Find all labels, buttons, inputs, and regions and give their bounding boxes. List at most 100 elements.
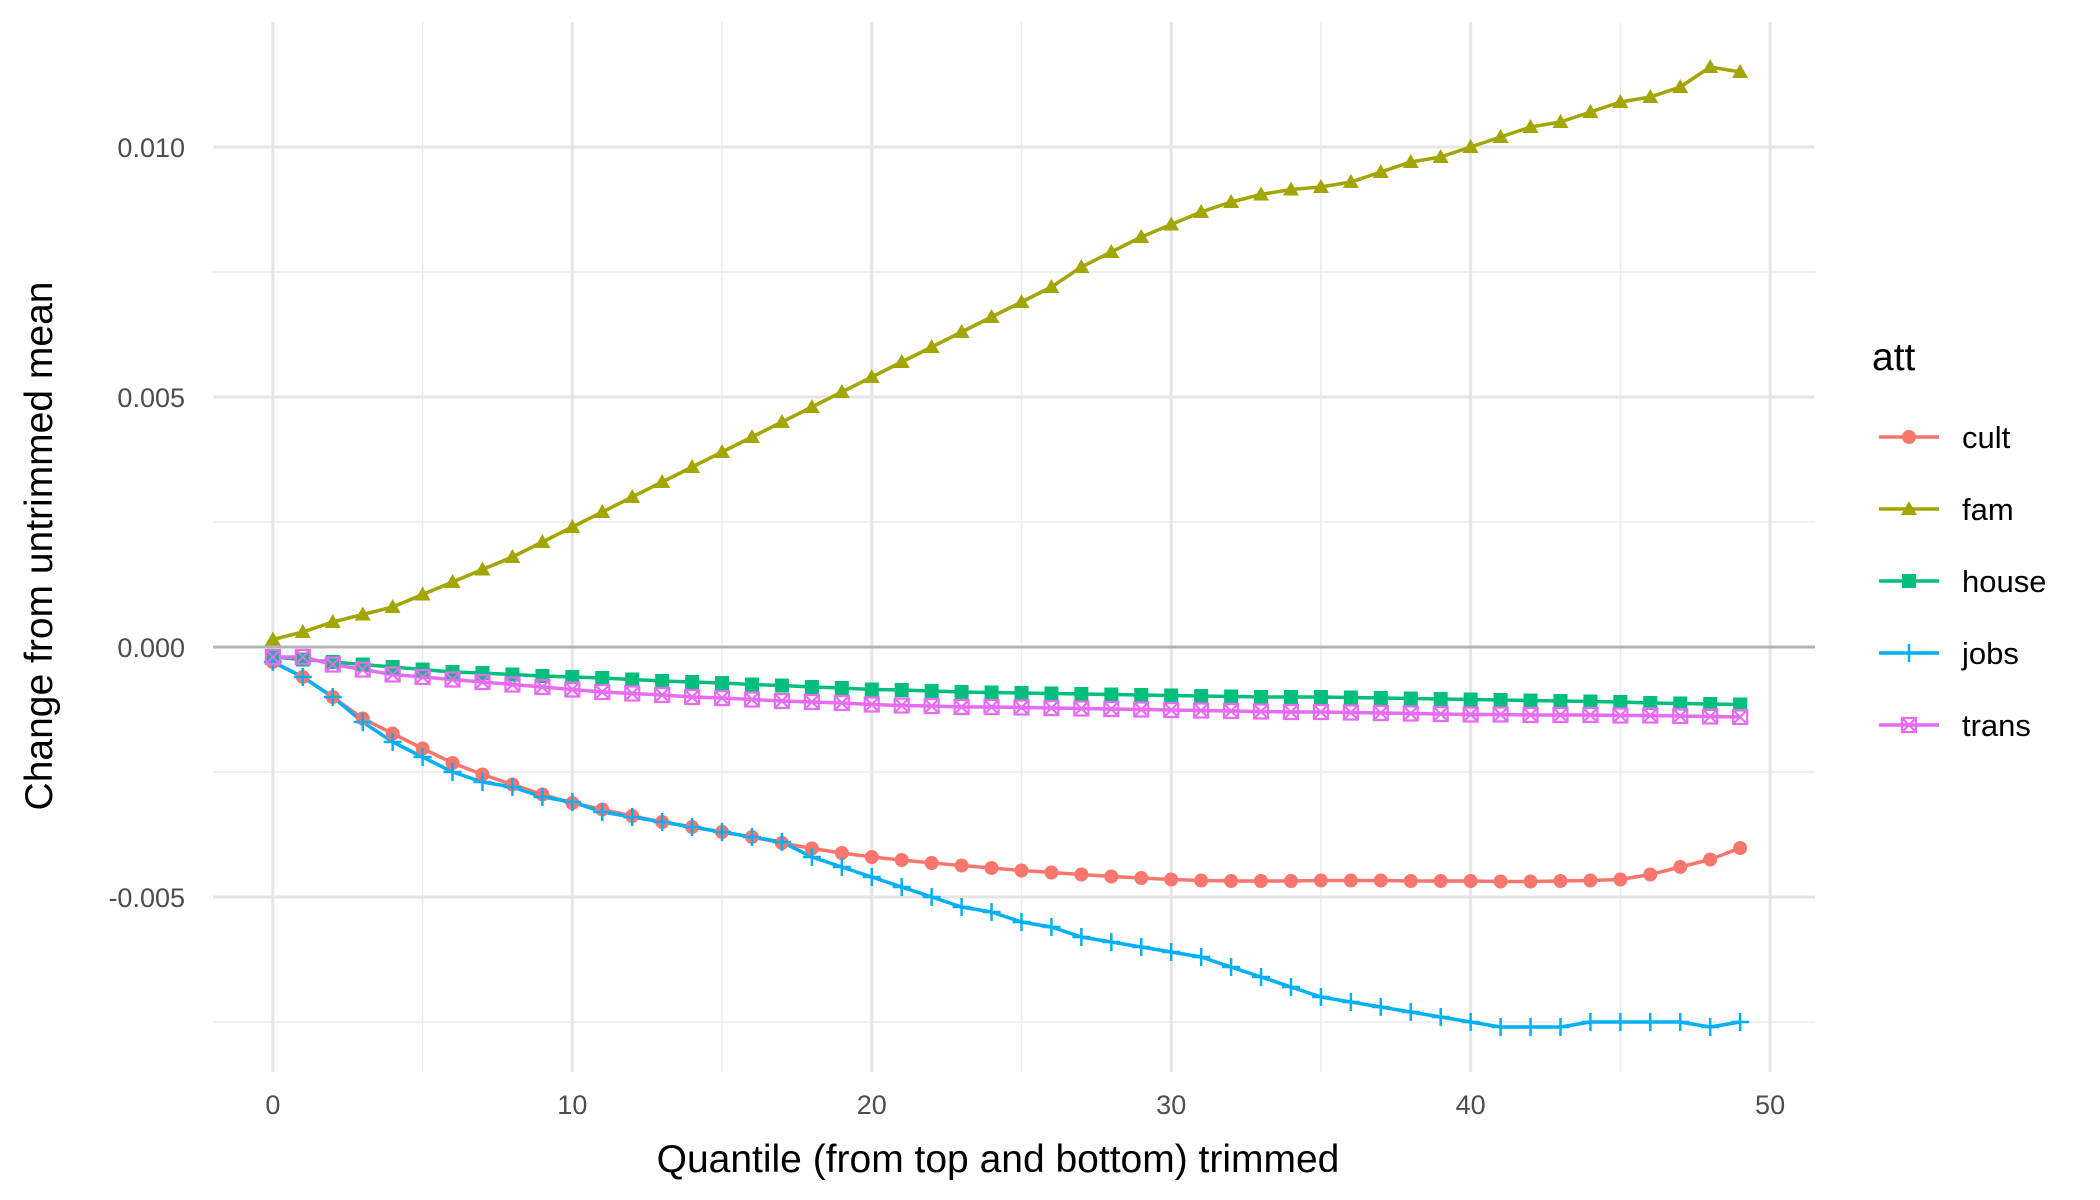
y-tick-label: 0.005 — [117, 383, 185, 413]
data-point-jobs — [742, 828, 761, 846]
data-point-trans — [1702, 708, 1719, 725]
legend-items: cult fam house jobs trans — [1879, 420, 2046, 743]
data-point-jobs — [772, 833, 791, 851]
data-point-jobs — [1581, 1013, 1600, 1031]
data-point-fam — [1103, 244, 1120, 258]
data-point-trans — [534, 678, 551, 696]
data-point-house — [1313, 690, 1328, 704]
data-point-jobs — [623, 808, 642, 826]
x-tick-label: 10 — [557, 1090, 587, 1120]
data-point-fam — [594, 504, 611, 518]
data-point-fam — [324, 614, 341, 628]
data-point-jobs — [832, 858, 851, 876]
data-point-fam — [534, 534, 551, 548]
data-point-fam — [264, 631, 281, 646]
data-point-trans — [863, 696, 880, 713]
data-point-fam — [1732, 64, 1749, 78]
data-point-trans — [953, 698, 970, 716]
data-point-trans — [1732, 708, 1749, 726]
data-point-fam — [1312, 179, 1329, 193]
data-point-cult — [1583, 873, 1598, 888]
data-point-cult — [1044, 865, 1059, 880]
data-point-cult — [1014, 863, 1029, 878]
data-point-trans — [1552, 706, 1569, 724]
data-point-house — [1523, 693, 1538, 708]
x-tick-label: 0 — [265, 1090, 280, 1120]
data-point-house — [1343, 690, 1358, 705]
legend-item-house: house — [1879, 564, 2046, 599]
data-point-jobs — [1012, 913, 1031, 931]
data-point-fam — [833, 384, 850, 398]
data-point-trans — [384, 666, 401, 683]
data-point-jobs — [683, 818, 702, 836]
data-point-house — [1104, 687, 1119, 702]
data-point-trans — [1432, 705, 1449, 723]
data-point-fam — [474, 561, 491, 576]
data-point-cult — [1493, 874, 1508, 889]
data-point-trans — [1582, 706, 1599, 724]
data-point-cult — [1224, 874, 1239, 888]
data-point-jobs — [1701, 1018, 1720, 1036]
data-point-house — [1733, 697, 1748, 712]
data-point-cult — [1613, 872, 1628, 887]
data-point-trans — [654, 686, 671, 704]
data-point-jobs — [1641, 1013, 1660, 1031]
data-point-fam — [1342, 174, 1359, 188]
data-point-trans — [504, 676, 521, 693]
data-point-fam — [1612, 94, 1629, 108]
y-tick-label: 0.000 — [117, 633, 185, 663]
data-point-cult — [1523, 874, 1538, 889]
legend-marker-fam — [1901, 501, 1917, 515]
data-point-trans — [684, 688, 701, 706]
data-point-house — [1134, 688, 1149, 702]
data-point-cult — [1313, 873, 1328, 888]
data-point-fam — [1462, 139, 1479, 153]
data-point-fam — [1582, 104, 1599, 118]
data-point-fam — [564, 519, 581, 533]
data-point-cult — [894, 853, 909, 867]
data-point-house — [1703, 697, 1718, 711]
data-point-jobs — [1281, 978, 1300, 996]
data-point-cult — [1134, 871, 1149, 885]
data-point-cult — [1703, 852, 1718, 867]
data-point-jobs — [1132, 938, 1151, 956]
data-point-jobs — [1252, 968, 1271, 986]
data-point-trans — [1193, 702, 1210, 719]
data-point-fam — [773, 414, 790, 428]
data-point-jobs — [383, 733, 402, 751]
data-point-trans — [803, 693, 820, 711]
data-point-cult — [924, 856, 939, 870]
data-point-trans — [1163, 701, 1180, 719]
data-point-fam — [1702, 59, 1719, 73]
data-point-jobs — [892, 878, 911, 896]
data-point-trans — [564, 681, 581, 698]
data-point-house — [595, 671, 610, 685]
y-axis-title: Change from untrimmed mean — [18, 282, 61, 811]
data-point-cult — [1194, 873, 1209, 888]
data-point-house — [984, 685, 999, 700]
series-line-jobs — [272, 660, 1741, 1029]
legend-item-cult: cult — [1879, 420, 2011, 455]
data-point-trans — [713, 689, 731, 707]
data-point-jobs — [533, 788, 552, 806]
data-point-house — [774, 678, 789, 693]
data-point-fam — [504, 549, 521, 563]
data-point-fam — [624, 489, 641, 503]
y-tick-label: 0.010 — [117, 133, 185, 163]
data-point-house — [1613, 695, 1628, 709]
x-tick-label: 20 — [857, 1090, 887, 1120]
x-tick-label: 40 — [1456, 1090, 1486, 1120]
data-point-jobs — [802, 848, 821, 866]
data-point-trans — [1342, 704, 1359, 721]
data-point-house — [685, 675, 700, 689]
data-point-jobs — [443, 763, 462, 781]
data-point-jobs — [1072, 928, 1091, 946]
data-point-cult — [1433, 874, 1448, 888]
data-point-house — [715, 676, 730, 690]
data-point-jobs — [922, 888, 941, 906]
data-point-house — [924, 684, 939, 698]
data-point-trans — [1672, 707, 1689, 725]
data-point-jobs — [413, 748, 432, 766]
data-point-trans — [773, 692, 791, 710]
